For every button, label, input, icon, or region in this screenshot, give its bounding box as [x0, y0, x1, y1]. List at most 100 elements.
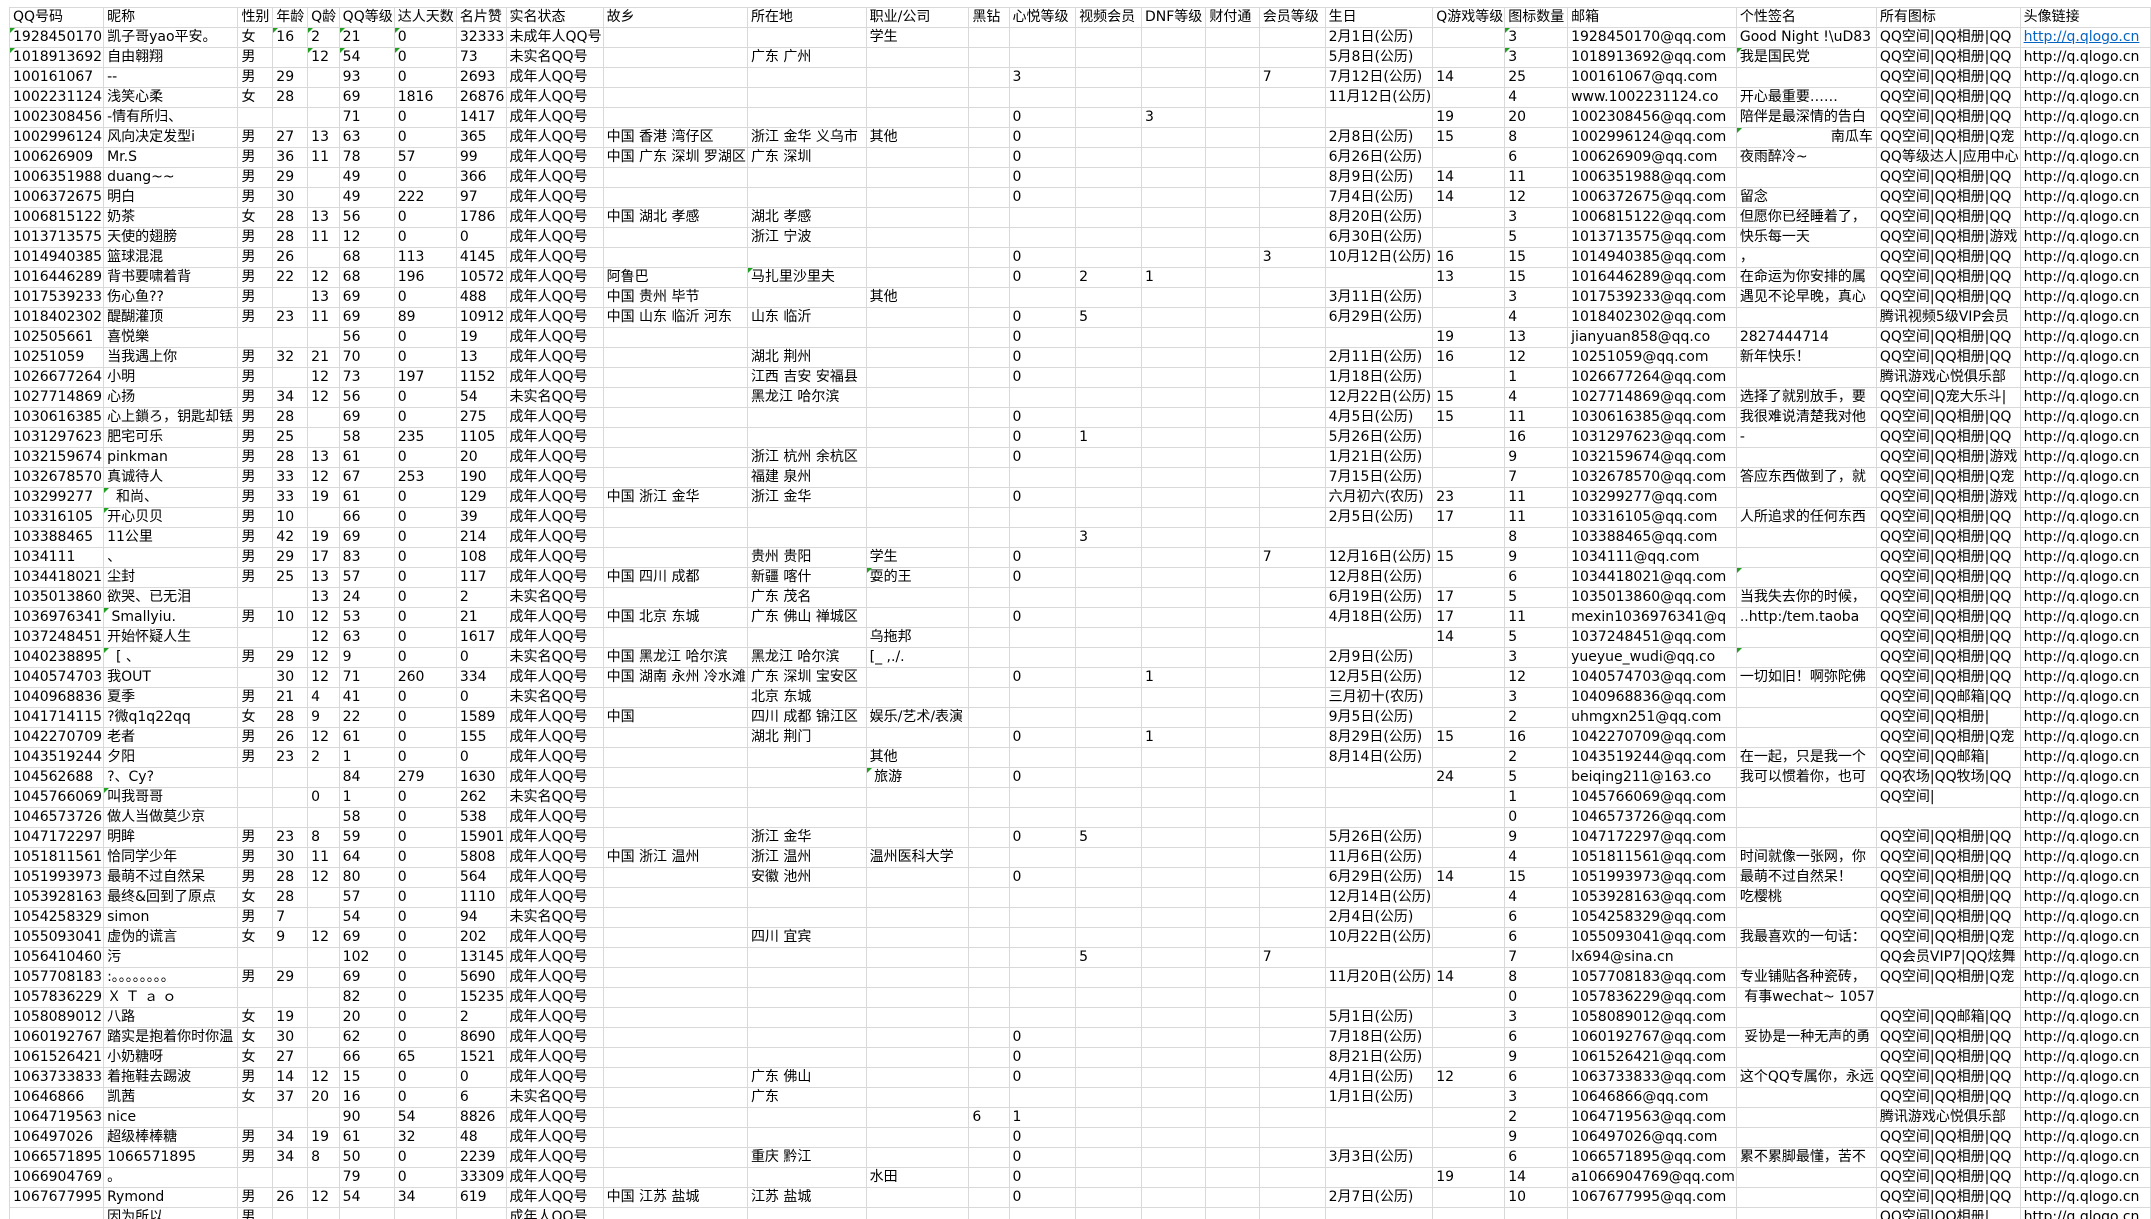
- cell-email[interactable]: 1034418021@qq.com: [1567, 567, 1737, 588]
- cell-avatar-link[interactable]: http://q.qlogo.cn: [2019, 887, 2151, 908]
- cell-video-vip[interactable]: [1075, 1127, 1142, 1148]
- cell-avatar-link[interactable]: http://q.qlogo.cn: [2019, 227, 2151, 248]
- cell-tenpay[interactable]: [1205, 327, 1260, 348]
- cell-nickname[interactable]: 污: [103, 947, 239, 968]
- cell-black-diamond[interactable]: [968, 607, 1010, 628]
- cell-email[interactable]: 1018402302@qq.com: [1567, 307, 1737, 328]
- cell-vip-level[interactable]: [1258, 187, 1326, 208]
- cell-video-vip[interactable]: [1075, 207, 1142, 228]
- cell-job[interactable]: [865, 267, 970, 288]
- cell-nickname[interactable]: 喜悦樂: [103, 327, 239, 348]
- cell-daren-days[interactable]: [393, 1207, 457, 1219]
- cell-hometown[interactable]: [602, 27, 748, 48]
- cell-location[interactable]: [746, 247, 867, 268]
- cell-qq-level[interactable]: 61: [338, 447, 395, 468]
- cell-realname[interactable]: 成年人QQ号: [505, 827, 604, 848]
- cell-nickname[interactable]: 最萌不过自然呆: [103, 867, 239, 888]
- cell-all-icons[interactable]: QQ空间|QQ相册|QQ: [1875, 27, 2021, 48]
- cell-email[interactable]: 103316105@qq.com: [1567, 507, 1737, 528]
- cell-vip-level[interactable]: [1258, 847, 1326, 868]
- cell-vip-level[interactable]: [1258, 387, 1326, 408]
- cell-q-age[interactable]: 13: [307, 207, 340, 228]
- cell-nickname[interactable]: :。。。。。。。。: [103, 967, 239, 988]
- cell-location[interactable]: 马扎里沙里夫: [746, 267, 867, 288]
- cell-signature[interactable]: ..http:/tem.taoba: [1735, 607, 1877, 628]
- cell-location[interactable]: [746, 747, 867, 768]
- cell-q-age[interactable]: 0: [307, 787, 340, 808]
- cell-vip-level[interactable]: [1258, 347, 1326, 368]
- cell-card-likes[interactable]: 99: [455, 147, 507, 168]
- cell-realname[interactable]: 成年人QQ号: [505, 1167, 604, 1188]
- cell-daren-days[interactable]: 0: [393, 1067, 457, 1088]
- cell-tenpay[interactable]: [1205, 627, 1260, 648]
- cell-qq-level[interactable]: 54: [338, 907, 395, 928]
- cell-nickname[interactable]: 心扬: [103, 387, 239, 408]
- cell-dnf-level[interactable]: [1140, 827, 1207, 848]
- cell-daren-days[interactable]: 0: [393, 107, 457, 128]
- cell-tenpay[interactable]: [1205, 687, 1260, 708]
- cell-gender[interactable]: 男: [237, 827, 274, 848]
- cell-xinyue-level[interactable]: 0: [1008, 167, 1077, 188]
- cell-card-likes[interactable]: 366: [455, 167, 507, 188]
- cell-xinyue-level[interactable]: [1008, 1087, 1077, 1108]
- cell-all-icons[interactable]: QQ空间|QQ邮箱|QQ: [1875, 687, 2021, 708]
- cell-job[interactable]: [865, 1107, 970, 1128]
- cell-avatar-link[interactable]: http://q.qlogo.cn: [2019, 487, 2151, 508]
- cell-black-diamond[interactable]: [968, 1087, 1010, 1108]
- cell-video-vip[interactable]: [1075, 567, 1142, 588]
- cell-card-likes[interactable]: 564: [455, 867, 507, 888]
- cell-nickname[interactable]: 凯子哥yao平安。: [103, 27, 239, 48]
- cell-qgame-level[interactable]: [1432, 807, 1506, 828]
- cell-qq-level[interactable]: 53: [338, 607, 395, 628]
- cell-age[interactable]: [272, 767, 309, 788]
- cell-icon-count[interactable]: 9: [1504, 1127, 1569, 1148]
- cell-qq-level[interactable]: 102: [338, 947, 395, 968]
- cell-dnf-level[interactable]: [1140, 847, 1207, 868]
- cell-qgame-level[interactable]: [1432, 1087, 1506, 1108]
- cell-realname[interactable]: 成年人QQ号: [505, 547, 604, 568]
- cell-black-diamond[interactable]: [968, 467, 1010, 488]
- cell-gender[interactable]: [237, 327, 274, 348]
- cell-tenpay[interactable]: [1205, 27, 1260, 48]
- cell-card-likes[interactable]: 8690: [455, 1027, 507, 1048]
- cell-dnf-level[interactable]: [1140, 907, 1207, 928]
- cell-location[interactable]: [746, 967, 867, 988]
- cell-qq-level[interactable]: 90: [338, 1107, 395, 1128]
- cell-daren-days[interactable]: 0: [393, 967, 457, 988]
- cell-qq-level[interactable]: 71: [338, 107, 395, 128]
- cell-birthday[interactable]: 11月20日(公历): [1324, 967, 1434, 988]
- cell-nickname[interactable]: 开心贝贝: [103, 507, 239, 528]
- cell-job[interactable]: [865, 1207, 970, 1219]
- cell-xinyue-level[interactable]: [1008, 647, 1077, 668]
- cell-qgame-level[interactable]: [1432, 467, 1506, 488]
- cell-q-age[interactable]: 2: [307, 747, 340, 768]
- cell-daren-days[interactable]: 0: [393, 687, 457, 708]
- cell-icon-count[interactable]: 6: [1504, 567, 1569, 588]
- cell-signature[interactable]: ，: [1735, 247, 1877, 268]
- cell-qq[interactable]: 1046573726: [8, 807, 105, 828]
- cell-all-icons[interactable]: QQ农场|QQ牧场|QQ: [1875, 767, 2021, 788]
- cell-nickname[interactable]: 、: [103, 547, 239, 568]
- cell-vip-level[interactable]: [1258, 1187, 1326, 1208]
- cell-card-likes[interactable]: 0: [455, 647, 507, 668]
- cell-icon-count[interactable]: 15: [1504, 247, 1569, 268]
- cell-qq-level[interactable]: 64: [338, 847, 395, 868]
- cell-vip-level[interactable]: [1258, 267, 1326, 288]
- cell-tenpay[interactable]: [1205, 807, 1260, 828]
- cell-job[interactable]: 耍的王: [865, 567, 970, 588]
- cell-hometown[interactable]: [602, 1067, 748, 1088]
- cell-all-icons[interactable]: QQ空间|QQ相册|游戏: [1875, 227, 2021, 248]
- cell-job[interactable]: [865, 687, 970, 708]
- cell-hometown[interactable]: 中国 贵州 毕节: [602, 287, 748, 308]
- cell-all-icons[interactable]: 腾讯游戏心悦俱乐部: [1875, 1107, 2021, 1128]
- cell-age[interactable]: 26: [272, 247, 309, 268]
- cell-nickname[interactable]: ?、Cy?: [103, 767, 239, 788]
- cell-birthday[interactable]: 12月8日(公历): [1324, 567, 1434, 588]
- cell-q-age[interactable]: 12: [307, 607, 340, 628]
- cell-job[interactable]: [_ ,./.: [865, 647, 970, 668]
- cell-daren-days[interactable]: 0: [393, 27, 457, 48]
- cell-email[interactable]: 1030616385@qq.com: [1567, 407, 1737, 428]
- cell-job[interactable]: [865, 367, 970, 388]
- cell-vip-level[interactable]: [1258, 1047, 1326, 1068]
- cell-qgame-level[interactable]: [1432, 907, 1506, 928]
